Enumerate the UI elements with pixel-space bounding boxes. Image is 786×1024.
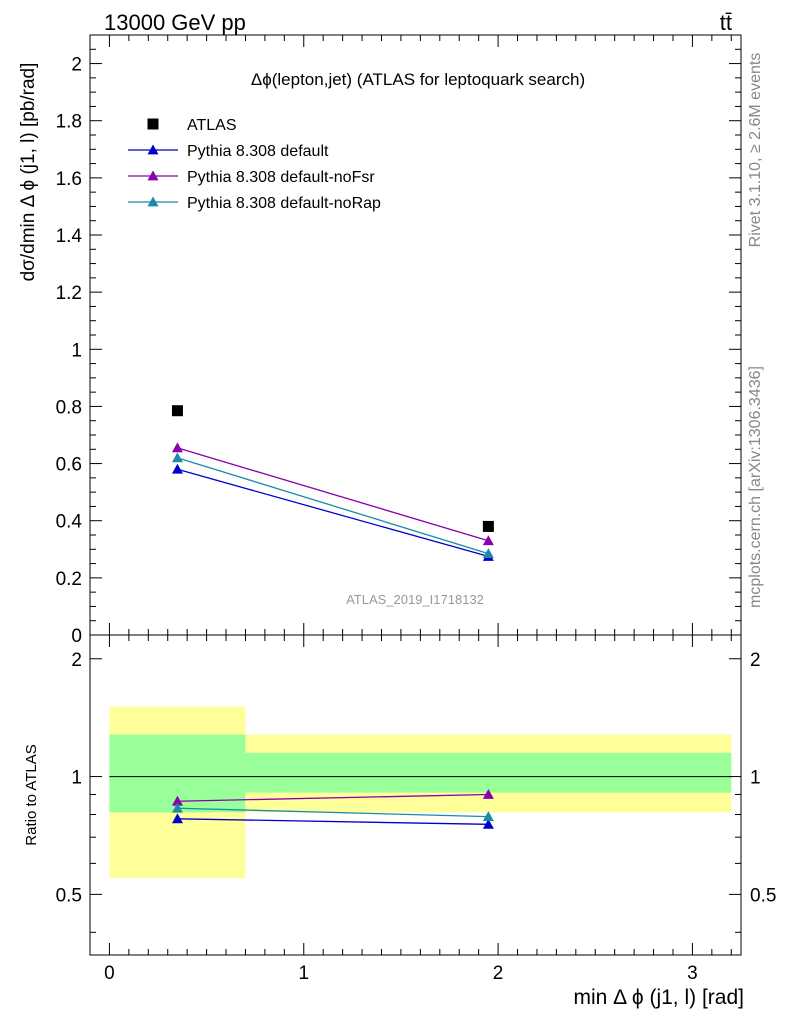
ratio-series-point (482, 788, 494, 799)
y-tick-label: 1 (71, 340, 82, 361)
ratio-y-tick-label: 2 (71, 650, 82, 671)
legend-label: ATLAS (187, 117, 237, 134)
legend-label: Pythia 8.308 default (187, 143, 329, 160)
x-tick-label: 1 (298, 963, 309, 984)
legend: ATLAS Pythia 8.308 default Pythia 8.308 de… (128, 117, 381, 212)
series-line (177, 447, 489, 542)
ratio-series-point (482, 818, 494, 829)
ratio-series-line (177, 807, 489, 818)
series-point (482, 535, 494, 546)
ratio-series-line (177, 793, 489, 802)
main-series (171, 405, 494, 561)
y-tick-label: 0 (71, 626, 82, 647)
y-tick-label: 1.8 (56, 112, 82, 133)
y-tick-label: 0.4 (56, 512, 83, 533)
ratio-y-tick-label-right: 2 (750, 650, 761, 671)
y-tick-label: 0.6 (56, 455, 82, 476)
legend-label: Pythia 8.308 default-noFsr (187, 169, 375, 186)
rivet-label: Rivet 3.1.10, ≥ 2.6M events (747, 53, 764, 248)
series-point (171, 442, 183, 453)
series-point (482, 548, 494, 558)
ratio-series-point (171, 802, 183, 813)
legend-marker (147, 144, 159, 155)
x-tick-label: 3 (687, 963, 698, 984)
series-point (171, 452, 183, 463)
data-point (482, 520, 494, 532)
ratio-y-tick-label: 0.5 (56, 885, 82, 906)
main-y-ticks: 0 0.2 0.4 0.6 0.8 1 1.2 1.4 1.6 1.8 2 (56, 35, 741, 647)
y-tick-label: 0.8 (56, 397, 82, 418)
ratio-series-point (171, 795, 183, 806)
series-line (177, 457, 489, 555)
energy-label: 13000 GeV pp (104, 10, 246, 35)
series-line (177, 468, 489, 558)
ratio-series-point (482, 811, 494, 822)
main-panel: 0 0.2 0.4 0.6 0.8 1 1.2 1.4 1.6 1.8 2 Δϕ(lepton,je… (18, 34, 742, 647)
x-axis-label: min Δ ϕ (j1, l) [rad] (574, 986, 745, 1009)
legend-label: Pythia 8.308 default-noRap (187, 195, 381, 212)
main-title: Δϕ(lepton,jet) (ATLAS for leptoquark sea… (251, 70, 585, 89)
legend-marker (147, 196, 159, 207)
ratio-series-point (171, 813, 183, 824)
process-label: tt̄ (720, 10, 732, 35)
ratio-panel: 0.5 0.5 1 1 2 2 0 1 2 3 Ratio to ATLAS min Δ ϕ (j… (23, 634, 776, 1009)
ratio-uncertainty-bands (109, 706, 732, 879)
ratio-ticks: 0.5 0.5 1 1 2 2 0 1 2 3 (56, 635, 776, 984)
x-tick-label: 0 (104, 963, 115, 984)
uncertainty-band-inner (245, 752, 732, 793)
data-point (171, 405, 183, 417)
y-tick-label: 1.4 (56, 226, 83, 247)
ratio-series (171, 788, 494, 829)
ratio-y-tick-label-right: 1 (750, 768, 761, 789)
y-tick-label: 2 (71, 55, 82, 76)
legend-marker (147, 170, 159, 181)
legend-marker (147, 118, 159, 130)
ratio-y-label: Ratio to ATLAS (23, 744, 40, 845)
ratio-y-tick-label-right: 0.5 (750, 885, 776, 906)
y-tick-label: 1.6 (56, 169, 82, 190)
main-y-label: dσ/dmin Δ ϕ (j1, l) [pb/rad] (18, 63, 39, 282)
y-tick-label: 1.2 (56, 283, 82, 304)
ratio-plot-area (89, 634, 742, 956)
y-tick-label: 0.2 (56, 569, 82, 590)
mcplots-label: mcplots.cern.ch [arXiv:1306.3436] (747, 366, 764, 608)
x-tick-label: 2 (493, 963, 504, 984)
ratio-series-line (177, 818, 489, 825)
watermark: ATLAS_2019_I1718132 (346, 592, 484, 607)
ratio-y-tick-label: 1 (71, 768, 82, 789)
series-point (171, 463, 183, 474)
